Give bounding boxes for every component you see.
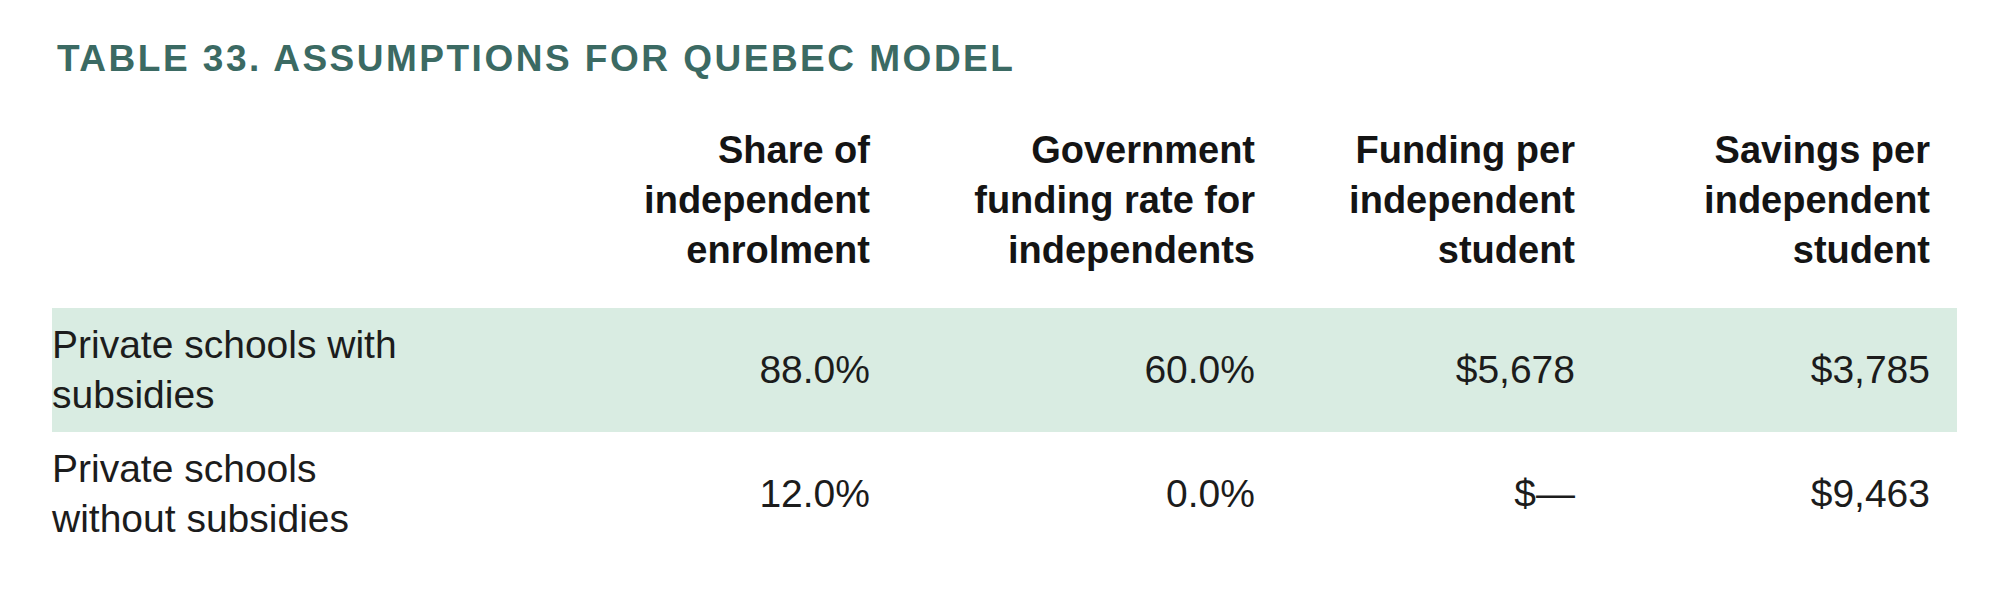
row-label-line: Private schools with — [52, 320, 560, 370]
row-label-line: subsidies — [52, 370, 560, 420]
header-line: independent — [560, 175, 870, 225]
header-line: Share of — [560, 125, 870, 175]
column-header-funding-per-student: Funding per independent student — [1255, 125, 1575, 308]
cell-government-funding-rate: 60.0% — [870, 308, 1255, 432]
header-row: Share of independent enrolment Governmen… — [52, 125, 1957, 308]
column-header-savings-per-student: Savings per independent student — [1575, 125, 1957, 308]
column-header-share-of-enrolment: Share of independent enrolment — [560, 125, 870, 308]
cell-share-of-enrolment: 12.0% — [560, 432, 870, 556]
report-page: TABLE 33. ASSUMPTIONS FOR QUEBEC MODEL S… — [0, 0, 1994, 609]
row-label-line: Private schools — [52, 444, 560, 494]
column-header-government-funding-rate: Government funding rate for independents — [870, 125, 1255, 308]
column-header-empty — [52, 125, 560, 308]
header-line: Savings per — [1575, 125, 1930, 175]
cell-funding-per-student: $— — [1255, 432, 1575, 556]
table-title: TABLE 33. ASSUMPTIONS FOR QUEBEC MODEL — [57, 38, 1015, 80]
header-line: enrolment — [560, 225, 870, 275]
header-line: funding rate for — [870, 175, 1255, 225]
cell-government-funding-rate: 0.0% — [870, 432, 1255, 556]
header-line: independents — [870, 225, 1255, 275]
header-line: independent — [1255, 175, 1575, 225]
assumptions-table: Share of independent enrolment Governmen… — [52, 125, 1957, 556]
row-private-schools-without-subsidies: Private schools without subsidies 12.0% … — [52, 432, 1957, 556]
cell-savings-per-student: $3,785 — [1575, 308, 1957, 432]
cell-share-of-enrolment: 88.0% — [560, 308, 870, 432]
row-label: Private schools without subsidies — [52, 432, 560, 556]
header-line: Government — [870, 125, 1255, 175]
header-line: student — [1575, 225, 1930, 275]
header-line: independent — [1575, 175, 1930, 225]
cell-funding-per-student: $5,678 — [1255, 308, 1575, 432]
row-label: Private schools with subsidies — [52, 308, 560, 432]
cell-savings-per-student: $9,463 — [1575, 432, 1957, 556]
header-line: student — [1255, 225, 1575, 275]
row-private-schools-with-subsidies: Private schools with subsidies 88.0% 60.… — [52, 308, 1957, 432]
row-label-line: without subsidies — [52, 494, 560, 544]
header-line: Funding per — [1255, 125, 1575, 175]
